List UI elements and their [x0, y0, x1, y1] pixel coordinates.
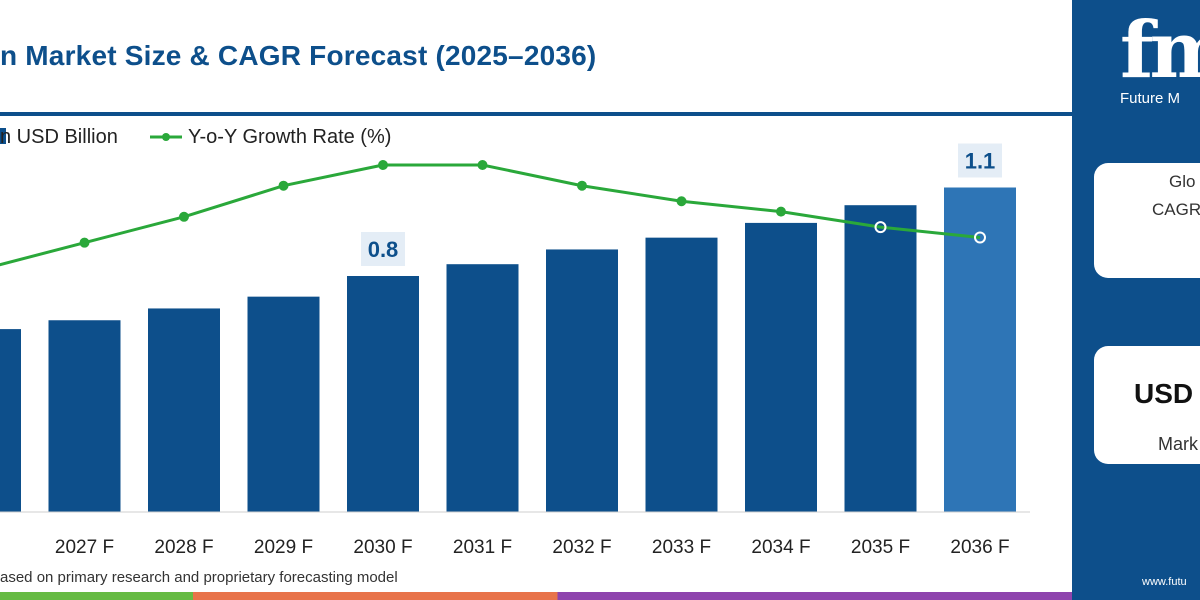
cagr-card-line1: Glo — [1169, 172, 1196, 191]
data-label-background — [361, 232, 405, 266]
x-tick-label: 2031 F — [453, 537, 512, 558]
title-divider — [0, 112, 1072, 116]
data-label-background — [958, 143, 1002, 178]
cagr-card — [1094, 163, 1200, 278]
chart-title: n Market Size & CAGR Forecast (2025–2036… — [0, 40, 597, 71]
market-value-card-line2: Mark — [1158, 434, 1198, 454]
bar-2035-f — [844, 205, 917, 512]
growth-line-layer — [0, 160, 986, 267]
growth-point-2032-f — [577, 180, 587, 191]
x-tick-label: 2029 F — [254, 537, 313, 558]
growth-point-2035-f — [874, 221, 887, 234]
legend-bar-swatch — [0, 128, 6, 144]
bars-layer — [0, 187, 1016, 512]
legend-line-label: Y-o-Y Growth Rate (%) — [188, 126, 392, 148]
growth-point-2027-f — [79, 237, 90, 248]
growth-point-2030-f — [378, 160, 388, 170]
brand-side-panel — [1072, 0, 1200, 600]
data-label: 0.8 — [368, 237, 399, 262]
data-label: 1.1 — [965, 149, 996, 174]
growth-point-2031-f — [477, 160, 488, 170]
bar-5-e — [0, 329, 21, 512]
bar-2034-f — [745, 222, 817, 512]
growth-point-2034-f — [776, 206, 786, 217]
growth-line — [0, 163, 981, 267]
bar-2027-f — [48, 320, 121, 512]
source-footnote: ased on primary research and proprietary… — [0, 569, 398, 586]
legend-bar-label: n USD Billion — [0, 126, 118, 148]
market-value-card-line1: USD — [1134, 378, 1194, 409]
x-tick-label: 2030 F — [353, 537, 412, 558]
legend-marks — [0, 128, 182, 144]
bar-2028-f — [148, 308, 220, 512]
x-tick-label: 2035 F — [851, 537, 910, 558]
data-labels-layer: 0.8 1.1 — [361, 143, 1002, 266]
bar-2032-f — [546, 249, 618, 512]
x-tick-label: 2036 F — [950, 537, 1009, 558]
bar-2033-f — [645, 237, 718, 512]
cagr-card-line2: CAGR — [1152, 200, 1200, 219]
x-tick-label: 2032 F — [552, 537, 611, 558]
bar-2029-f — [247, 296, 320, 512]
x-tick-label: 2028 F — [154, 537, 213, 558]
growth-point-2028-f — [179, 211, 189, 222]
x-tick-label: 2027 F — [55, 537, 114, 558]
growth-point-2036-f — [974, 231, 986, 244]
bar-2030-f — [347, 276, 419, 512]
growth-point-2033-f — [676, 196, 687, 207]
brand-logo-mark: fm — [1120, 5, 1200, 96]
market-value-card — [1094, 346, 1200, 464]
bar-2031-f — [446, 264, 519, 512]
growth-point-2029-f — [278, 180, 289, 191]
bottom-color-stripe — [0, 592, 1072, 600]
legend-line-marker — [162, 133, 170, 141]
x-tick-label: 2033 F — [652, 537, 711, 558]
brand-url: www.futu — [1142, 576, 1187, 588]
brand-logo-text: Future M — [1120, 90, 1181, 107]
x-tick-label: 2034 F — [751, 537, 810, 558]
